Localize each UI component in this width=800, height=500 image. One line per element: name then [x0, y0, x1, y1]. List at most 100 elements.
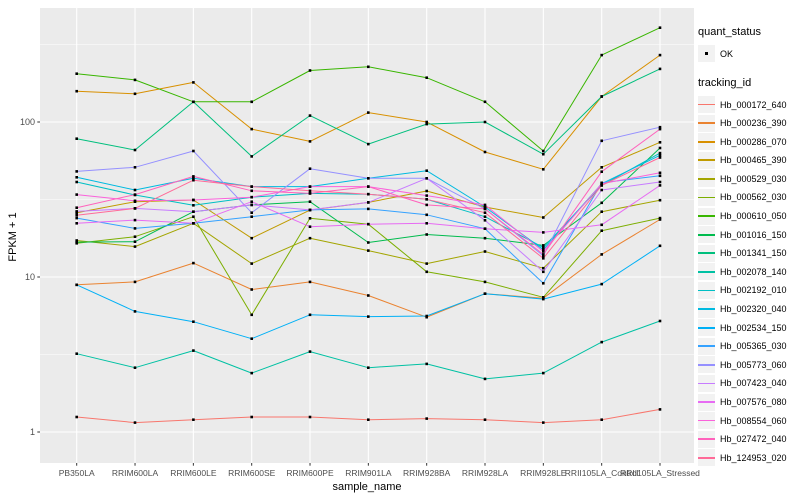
panel-background — [40, 8, 694, 463]
legend-key-box — [698, 151, 715, 169]
legend-item: Hb_001341_150 — [698, 244, 800, 262]
data-point — [542, 250, 545, 253]
data-point — [658, 174, 662, 178]
data-point — [250, 100, 253, 104]
x-tick-label: RRIM928LE — [520, 468, 567, 478]
legend-item-label: Hb_002320_040 — [720, 304, 787, 315]
legend-item-label: Hb_007576_080 — [720, 397, 787, 407]
legend-key-box — [698, 393, 715, 411]
legend-item: Hb_002078_140 — [698, 263, 800, 281]
x-tick-label: RRIM600PE — [286, 468, 334, 478]
legend-key-box — [698, 337, 715, 355]
data-point — [308, 225, 312, 228]
legend-line-swatch — [698, 419, 715, 422]
data-point — [425, 270, 428, 274]
legend-line-swatch — [698, 178, 715, 180]
data-point — [425, 233, 428, 236]
data-point — [250, 185, 253, 188]
legend-key-box — [698, 188, 715, 206]
data-point — [192, 261, 195, 265]
data-point — [483, 203, 487, 207]
data-point — [75, 415, 78, 419]
data-point — [425, 177, 428, 180]
data-point — [192, 81, 195, 84]
data-point — [542, 246, 545, 249]
data-point — [425, 417, 428, 420]
data-point — [75, 206, 78, 209]
data-point — [250, 195, 253, 199]
data-point — [600, 201, 603, 205]
legend-tracking-title: tracking_id — [698, 77, 752, 89]
data-point — [483, 207, 487, 211]
data-point — [425, 314, 428, 318]
data-point — [133, 148, 137, 152]
data-point — [367, 177, 370, 180]
data-point — [600, 210, 603, 213]
legend-key-box — [698, 45, 715, 62]
data-point — [425, 262, 428, 265]
data-point — [425, 169, 428, 172]
legend-item: Hb_000236_390 — [698, 114, 800, 132]
legend-key-box — [698, 281, 715, 299]
data-point — [600, 139, 603, 143]
legend-item: Hb_000172_640 — [698, 96, 800, 113]
legend-quant-section: quant_status OK — [698, 26, 800, 62]
x-tick-label: PB350LA — [59, 468, 95, 478]
x-tick-label: RRIM928BA — [403, 468, 451, 478]
y-tick-label: 1 — [30, 427, 35, 437]
data-point — [425, 203, 428, 207]
data-point — [250, 211, 253, 214]
legend-item-ok: OK — [698, 45, 800, 62]
data-point — [367, 249, 370, 252]
legend-item-label: Hb_000236_390 — [720, 118, 787, 129]
data-point — [658, 319, 662, 323]
legend-line-swatch — [698, 233, 715, 236]
legend-item: Hb_007576_080 — [698, 393, 800, 411]
legend-line-swatch — [698, 103, 715, 106]
legend-quant-title: quant_status — [698, 26, 761, 38]
data-point — [367, 315, 370, 318]
legend-line-swatch — [698, 289, 715, 292]
data-point — [308, 217, 312, 220]
data-point — [542, 253, 545, 256]
data-point — [133, 227, 137, 230]
data-point — [192, 222, 195, 225]
data-point — [192, 178, 195, 182]
data-point — [133, 207, 137, 210]
data-point — [367, 366, 370, 369]
legend-key-box — [698, 300, 715, 318]
data-point — [308, 200, 312, 203]
data-point — [133, 92, 137, 96]
data-point — [250, 215, 253, 218]
data-point — [542, 248, 545, 251]
data-point — [658, 218, 662, 221]
legend-item-label: Hb_001016_150 — [720, 229, 787, 240]
data-point — [308, 192, 312, 195]
x-tick-label: RRIM600LE — [170, 468, 217, 478]
data-point — [250, 203, 253, 207]
data-point — [250, 313, 253, 317]
data-point — [75, 214, 78, 217]
legend-line-swatch — [698, 271, 715, 273]
data-point — [308, 236, 312, 240]
data-point — [658, 244, 662, 248]
data-point — [600, 170, 603, 173]
data-point — [542, 216, 545, 219]
data-point — [308, 208, 312, 212]
data-point — [600, 166, 603, 169]
data-point — [425, 76, 428, 79]
legend-tracking-section: tracking_id Hb_000172_640 Hb_000236_390 Hb… — [698, 77, 800, 467]
data-point — [483, 205, 487, 209]
data-point — [542, 244, 545, 247]
data-point — [600, 188, 603, 192]
data-point — [133, 166, 137, 169]
legend-line-swatch — [698, 364, 715, 366]
data-point — [658, 216, 662, 220]
data-point — [658, 26, 662, 29]
legend-item-label: Hb_000465_390 — [720, 155, 787, 166]
data-point — [192, 177, 195, 180]
legend-item-label: Hb_007423_040 — [720, 378, 787, 389]
data-point — [308, 69, 312, 72]
data-point — [542, 297, 545, 301]
data-point — [600, 182, 603, 185]
